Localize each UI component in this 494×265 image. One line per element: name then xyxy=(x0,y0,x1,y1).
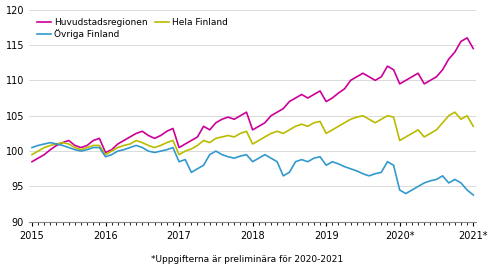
Hela Finland xyxy=(29,153,35,156)
Övriga Finland xyxy=(29,146,35,149)
Hela Finland xyxy=(427,132,433,135)
Huvudstadsregionen xyxy=(427,79,433,82)
Huvudstadsregionen xyxy=(397,82,403,85)
Övriga Finland xyxy=(403,192,409,195)
Legend: Huvudstadsregionen, Övriga Finland, Hela Finland: Huvudstadsregionen, Övriga Finland, Hela… xyxy=(34,14,232,42)
Text: *Uppgifterna är preliminära för 2020-2021: *Uppgifterna är preliminära för 2020-202… xyxy=(151,255,343,264)
Huvudstadsregionen xyxy=(176,146,182,149)
Line: Huvudstadsregionen: Huvudstadsregionen xyxy=(32,38,473,162)
Hela Finland xyxy=(470,125,476,128)
Line: Hela Finland: Hela Finland xyxy=(32,112,473,155)
Övriga Finland xyxy=(256,157,262,160)
Hela Finland xyxy=(452,111,458,114)
Övriga Finland xyxy=(434,178,440,181)
Line: Övriga Finland: Övriga Finland xyxy=(32,143,473,195)
Hela Finland xyxy=(397,139,403,142)
Övriga Finland xyxy=(470,193,476,197)
Övriga Finland xyxy=(415,185,421,188)
Övriga Finland xyxy=(182,158,188,161)
Hela Finland xyxy=(127,142,133,145)
Huvudstadsregionen xyxy=(127,135,133,139)
Huvudstadsregionen xyxy=(470,47,476,50)
Hela Finland xyxy=(249,142,255,145)
Övriga Finland xyxy=(133,144,139,147)
Huvudstadsregionen xyxy=(409,75,415,78)
Huvudstadsregionen xyxy=(464,36,470,39)
Huvudstadsregionen xyxy=(29,160,35,163)
Övriga Finland xyxy=(47,141,53,144)
Huvudstadsregionen xyxy=(249,128,255,131)
Hela Finland xyxy=(176,153,182,156)
Hela Finland xyxy=(409,132,415,135)
